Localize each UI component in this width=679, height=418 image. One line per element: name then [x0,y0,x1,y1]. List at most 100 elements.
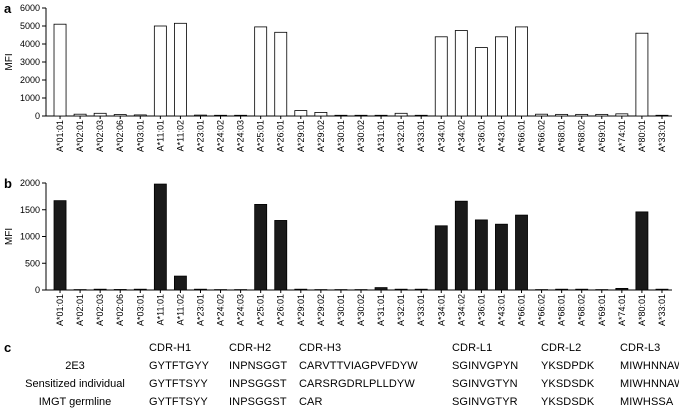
y-tick-label: 0 [35,111,40,121]
x-tick-label: A*24:02 [216,294,226,326]
sequence-cell: GYTFTSYY [149,396,208,408]
sequence-cell: INPSGGST [229,378,287,390]
bar [555,113,569,117]
bar [93,112,107,117]
x-tick-label: A*36:01 [476,120,486,152]
sequence-cell: MIWHNNAWV [620,378,679,390]
x-tick-label: A*01:01 [55,120,65,152]
x-tick-label: A*26:01 [276,294,286,326]
x-tick-label: A*02:03 [95,294,105,326]
x-tick-label: A*69:01 [597,120,607,152]
bar [173,275,187,291]
x-tick-label: A*02:03 [95,120,105,152]
column-header: CDR-L1 [452,342,493,354]
bar [414,114,428,117]
bar [495,36,508,117]
x-tick-label: A*74:01 [617,294,627,326]
sequence-cell: MIWHNNAWV [620,360,679,372]
bar [254,203,268,291]
x-tick-label: A*68:01 [557,120,567,152]
y-tick-label: 2000 [20,75,40,85]
x-tick-label: A*33:01 [657,120,667,152]
x-tick-label: A*24:03 [236,294,246,326]
row-label: IMGT germline [38,396,112,408]
bar [635,32,649,117]
x-tick-label: A*23:01 [195,120,205,152]
bar [53,200,67,291]
bar [214,114,227,117]
panel-c-label: c [4,340,12,355]
x-tick-label: A*29:02 [316,120,326,152]
bar [153,25,167,117]
bar [454,30,468,117]
column-header: CDR-H2 [229,342,272,354]
bar [53,23,67,117]
sequence-cell: YKSDPDK [541,360,595,372]
x-tick-label: A*68:02 [577,294,587,326]
x-tick-label: A*26:01 [276,120,286,152]
sequence-cell: YKSDSDK [541,378,595,390]
bar [294,288,308,291]
x-tick-label: A*80:01 [637,294,647,326]
bar [595,113,609,117]
x-tick-label: A*68:02 [577,120,587,152]
sequence-cell: INPNSGGT [229,360,288,372]
bar [194,288,207,291]
bar [615,287,629,291]
x-tick-label: A*31:01 [376,294,386,326]
bar [73,289,87,291]
x-tick-label: A*30:02 [356,294,366,326]
bar [294,110,308,117]
bar [454,200,468,291]
panel-b-label: b [4,176,12,191]
bar [434,225,448,291]
x-tick-label: A*02:01 [75,120,85,152]
x-tick-label: A*03:01 [135,120,145,152]
sequence-cell: SGINVGTYN [452,378,518,390]
x-tick-label: A*34:01 [436,120,446,152]
x-tick-label: A*66:02 [537,294,547,326]
x-tick-label: A*01:01 [55,294,65,326]
y-tick-label: 1000 [20,93,40,103]
x-tick-label: A*33:01 [416,120,426,152]
bar [153,183,167,291]
x-tick-label: A*31:01 [376,120,386,152]
bar [113,114,127,117]
x-tick-label: A*24:02 [216,120,226,152]
x-tick-label: A*30:02 [356,120,366,152]
bar [73,113,87,117]
x-tick-label: A*11:02 [175,120,185,151]
bar [655,114,669,117]
bar [394,112,408,117]
sequence-cell: YKSDSDK [541,396,595,408]
sequence-cell: CARVTTVIAGPVFDYW [299,360,418,372]
bar [314,112,328,117]
bar [93,288,107,291]
panel-a-label: a [4,1,12,16]
sequence-cell: GYTFTGYY [149,360,210,372]
x-tick-label: A*34:02 [456,120,466,152]
x-tick-label: A*43:01 [496,120,506,152]
y-axis-label: MFI [4,53,15,70]
bar [615,113,629,117]
y-tick-label: 1000 [20,232,40,242]
bar [635,211,649,291]
x-tick-label: A*32:01 [396,294,406,326]
x-tick-label: A*29:01 [296,120,306,152]
cdr-sequence-table: c CDR-H1 CDR-H2 CDR-H3 CDR-L1 CDR-L2 CDR-L3 2E… [0,340,679,418]
x-tick-label: A*80:01 [637,120,647,152]
bar [274,31,288,117]
sequence-cell: GYTFTSYY [149,378,208,390]
sequence-cell: SGINVGPYN [452,360,519,372]
x-tick-label: A*29:02 [316,294,326,326]
bar [655,288,669,291]
bar [234,114,248,117]
y-tick-label: 2000 [20,178,40,188]
bar [515,26,528,117]
sequence-cell: MIWHSSA [620,396,674,408]
sequence-cell: CARSRGDRLPLLDYW [299,378,415,390]
x-tick-label: A*33:01 [416,294,426,326]
x-tick-label: A*29:01 [296,294,306,326]
bar [535,113,548,117]
